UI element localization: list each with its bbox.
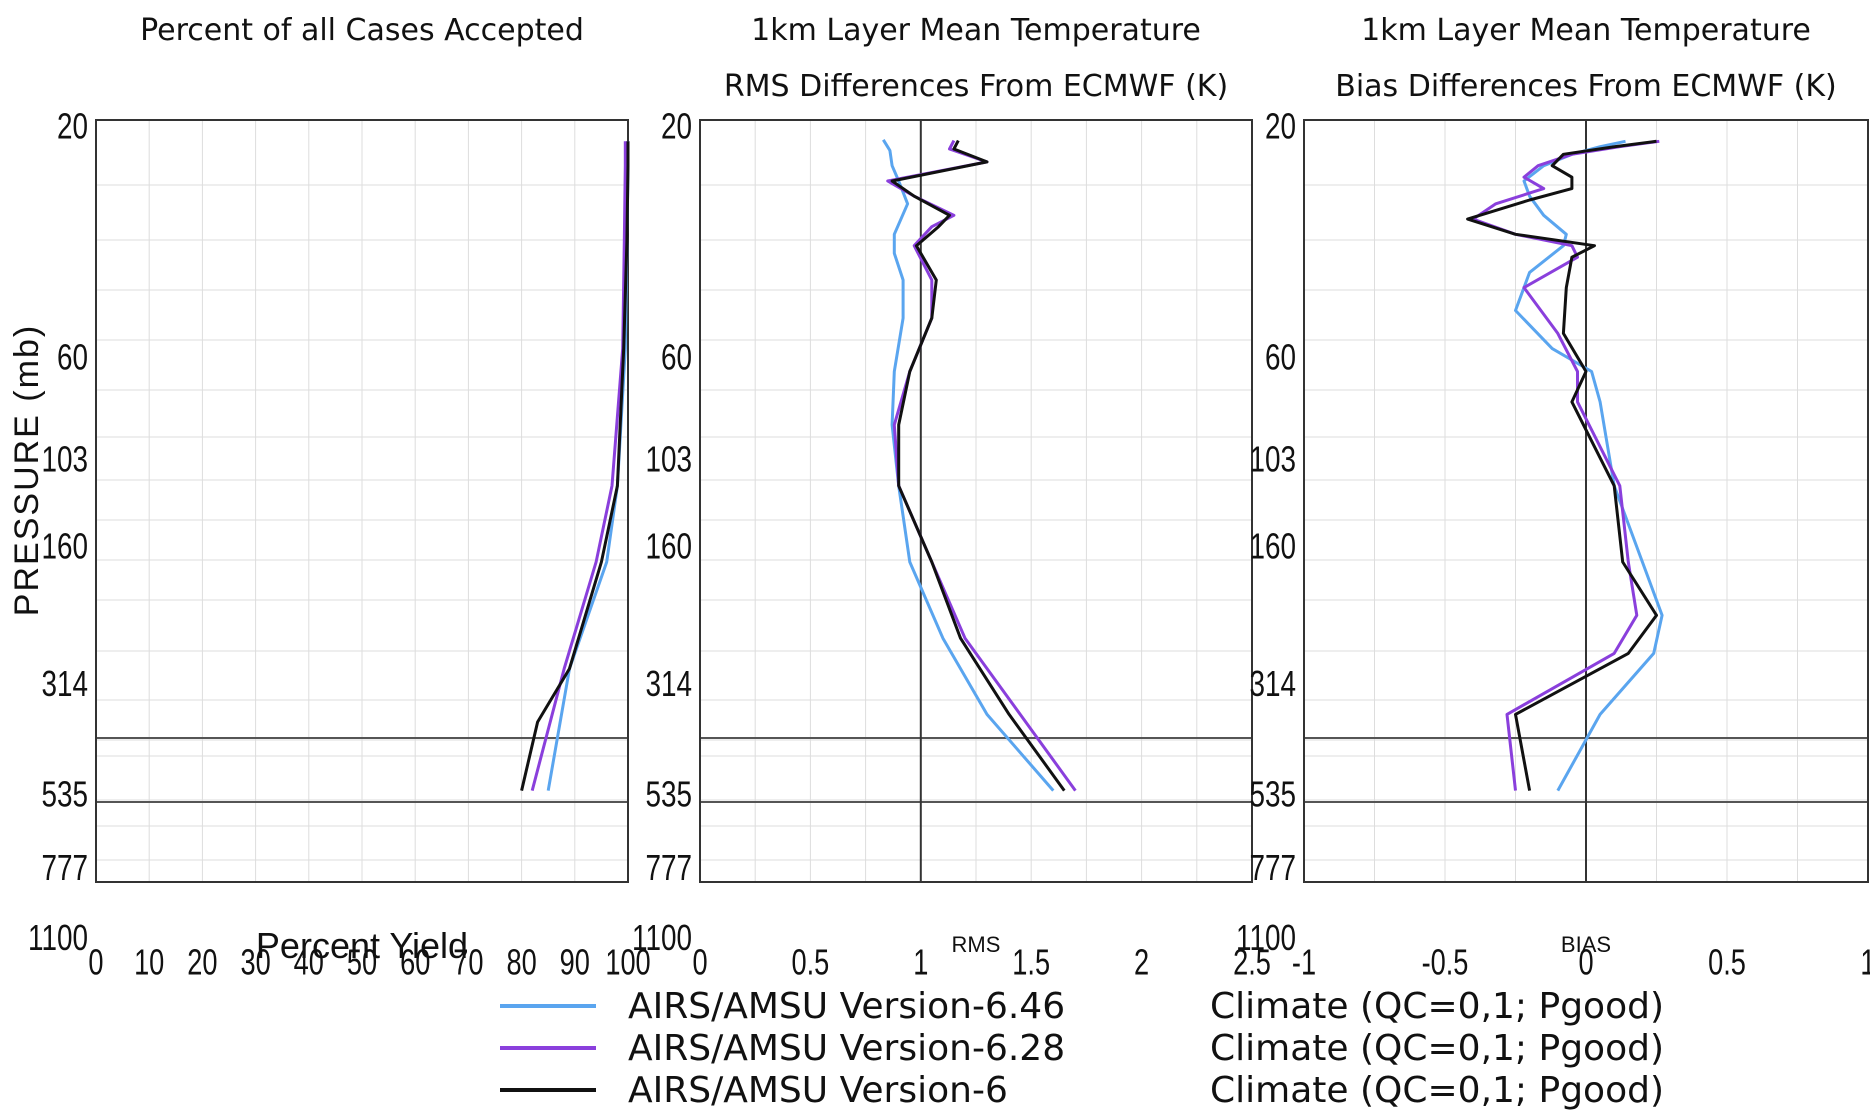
series-line-airs-amsu-version-6-28 (886, 139, 1077, 792)
y-tick-label: 103 (645, 439, 692, 479)
x-tick-label: -1 (1292, 942, 1316, 982)
legend-description: Climate (QC=0,1; Pgood) (1210, 1028, 1664, 1069)
y-tick-label: 160 (41, 526, 88, 566)
x-tick-label: 0.5 (792, 942, 830, 982)
y-axis-label: PRESSURE (mb) (8, 324, 46, 616)
plot-frame (1303, 119, 1869, 883)
y-tick-label: 314 (41, 664, 88, 704)
x-tick-label: 60 (400, 942, 430, 982)
legend-description: Climate (QC=0,1; Pgood) (1210, 986, 1664, 1027)
y-tick-label: 103 (1249, 439, 1296, 479)
chart-panel-1: Percent of all Cases Accepted 20 60 103 160 3… (8, 13, 651, 982)
x-tick-label: 80 (506, 942, 536, 982)
y-tick-label: 535 (1249, 774, 1296, 814)
x-tick-label: 0 (1578, 942, 1593, 982)
y-tick-label: 1100 (1236, 918, 1296, 958)
x-tick-label: 20 (187, 942, 217, 982)
y-tick-label: 160 (1249, 526, 1296, 566)
series-line-airs-amsu-version-6-46 (546, 141, 630, 791)
y-tick-label: 60 (661, 337, 692, 377)
chart-title-line-1: Percent of all Cases Accepted (140, 13, 584, 48)
charts-area: Percent of all Cases Accepted20601031603… (8, 13, 1870, 982)
chart-panel-3: 1km Layer Mean Temperature Bias Differenc… (1236, 13, 1870, 982)
plot-frame (699, 119, 1253, 883)
x-tick-label: 2 (1134, 942, 1149, 982)
y-tick-label: 103 (41, 439, 88, 479)
x-tick-label: 2.5 (1233, 942, 1271, 982)
x-tick-label: -0.5 (1422, 942, 1469, 982)
series-line-airs-amsu-version-6-28 (530, 141, 627, 791)
x-tick-label: 70 (453, 942, 483, 982)
y-tick-label: 777 (41, 848, 88, 888)
y-tick-label: 1100 (632, 918, 692, 958)
chart-title-line-2: Bias Differences From ECMWF (K) (1335, 69, 1836, 104)
series-line-airs-amsu-version-6-46 (882, 139, 1055, 792)
y-tick-label: 777 (645, 848, 692, 888)
x-tick-label: 50 (347, 942, 377, 982)
x-tick-label: 40 (294, 942, 324, 982)
y-tick-label: 20 (1265, 106, 1296, 146)
series-line-airs-amsu-version-6-28 (1471, 139, 1660, 791)
y-tick-label: 1100 (28, 918, 88, 958)
y-tick-label: 535 (41, 774, 88, 814)
x-tick-label: 30 (240, 942, 270, 982)
series-line-airs-amsu-version-6-46 (1514, 139, 1664, 792)
series-line-airs-amsu-version-6 (890, 139, 1066, 792)
x-axis-label: BIAS (1561, 932, 1611, 957)
y-tick-label: 535 (645, 774, 692, 814)
y-tick-label: 20 (57, 106, 88, 146)
y-tick-label: 314 (1249, 664, 1296, 704)
y-tick-label: 60 (57, 337, 88, 377)
x-tick-label: 10 (134, 942, 164, 982)
x-tick-label: 0 (88, 942, 103, 982)
chart-title-line-2: RMS Differences From ECMWF (K) (724, 69, 1228, 104)
y-tick-label: 777 (1249, 848, 1296, 888)
x-tick-label: 100 (605, 942, 650, 982)
chart-title-line-1: 1km Layer Mean Temperature (751, 13, 1201, 48)
y-tick-label: 160 (645, 526, 692, 566)
x-tick-label: 1 (913, 942, 928, 982)
legend-description: Climate (QC=0,1; Pgood) (1210, 1070, 1664, 1111)
x-tick-label: 0 (692, 942, 707, 982)
y-tick-label: 60 (1265, 337, 1296, 377)
series-line-airs-amsu-version-6 (1466, 139, 1658, 791)
grid (700, 120, 1252, 882)
chart-title-line-1: 1km Layer Mean Temperature (1361, 13, 1811, 48)
grid (96, 120, 628, 882)
x-tick-label: 1 (1860, 942, 1870, 982)
legend-label: AIRS/AMSU Version-6.28 (628, 1028, 1065, 1069)
x-tick-label: 0.5 (1708, 942, 1746, 982)
legend-label: AIRS/AMSU Version-6.46 (628, 986, 1065, 1027)
x-tick-label: 1.5 (1012, 942, 1050, 982)
y-tick-label: 20 (661, 106, 692, 146)
x-axis-label: Percent Yield (256, 925, 468, 966)
legend-label: AIRS/AMSU Version-6 (628, 1070, 1008, 1111)
chart-panel-2: 1km Layer Mean Temperature RMS Difference… (632, 13, 1271, 982)
x-tick-label: 90 (560, 942, 590, 982)
x-axis-label: RMS (952, 932, 1001, 957)
y-tick-label: 314 (645, 664, 692, 704)
legend: AIRS/AMSU Version-6.46 Climate (QC=0,1; P… (500, 986, 1664, 1111)
series-line-airs-amsu-version-6 (520, 141, 630, 791)
plot-frame (95, 119, 629, 883)
